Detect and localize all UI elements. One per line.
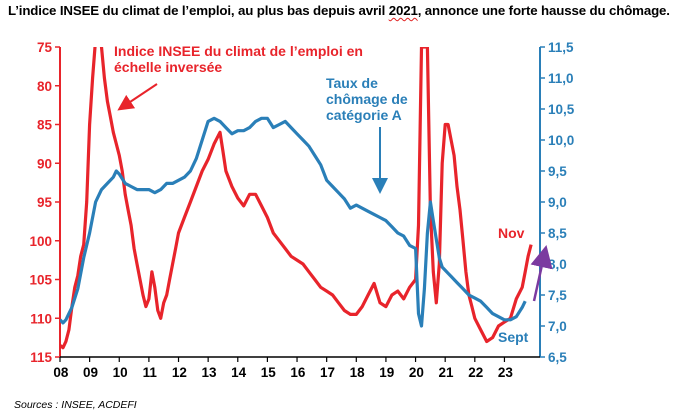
left-tick-label: 95 [37,195,53,210]
left-tick-label: 80 [37,79,52,94]
x-tick-label: 21 [439,365,455,380]
left-tick-label: 90 [37,156,52,171]
x-tick-label: 15 [261,365,277,380]
x-tick-label: 10 [113,365,128,380]
left-axis: 75 80 85 90 95 100 105 110 115 [29,40,61,365]
annotation-nov: Nov [498,225,525,241]
series-line-unemployment [60,116,527,328]
right-tick-label: 6,5 [548,350,567,365]
annotation-climate-line1: Indice INSEE du climat de l’emploi en [114,43,363,59]
x-tick-label: 22 [468,365,483,380]
x-tick-label: 19 [379,365,394,380]
series-line-climate [60,47,533,350]
annotation-arrow-climate [117,83,158,111]
x-tick-label: 11 [143,365,158,380]
chart-title: L’indice INSEE du climat de l’emploi, au… [8,3,670,18]
right-tick-label: 10,0 [548,133,574,148]
right-tick-label: 9,0 [548,195,567,210]
x-tick-label: 12 [172,365,187,380]
x-tick-label: 14 [231,365,247,380]
annotation-sept: Sept [498,329,529,345]
annotation-arrow-up [530,245,553,302]
x-axis: 08 09 10 11 12 13 14 15 16 17 18 19 20 21 22 23 [53,356,540,380]
right-tick-label: 7,0 [548,319,567,334]
left-tick-label: 100 [29,234,52,249]
x-tick-label: 17 [320,365,335,380]
x-tick-label: 23 [498,365,514,380]
x-tick-label: 16 [290,365,306,380]
left-tick-label: 85 [37,118,53,133]
annotation-climate-line2: échelle inversée [114,59,222,75]
right-tick-label: 11,5 [548,40,574,55]
x-tick-label: 13 [202,365,218,380]
x-tick-label: 09 [83,365,98,380]
right-tick-label: 8,0 [548,257,567,272]
source-note: Sources : INSEE, ACDEFI [14,399,137,411]
x-tick-label: 18 [350,365,366,380]
annotation-unemp-line2: chômage de [326,91,408,107]
left-tick-label: 115 [30,350,52,365]
annotation-unemp-line1: Taux de [326,75,378,91]
annotation-unemp-line3: catégorie A [326,107,402,123]
right-tick-label: 7,5 [548,288,567,303]
right-tick-label: 9,5 [548,164,567,179]
left-tick-label: 105 [29,273,52,288]
right-tick-label: 8,5 [548,226,567,241]
left-tick-label: 110 [30,311,52,326]
left-tick-label: 75 [37,40,53,55]
right-axis: 11,5 11,0 10,5 10,0 9,5 9,0 8,5 8,0 7,5 7,0 6,5 [539,40,575,365]
x-tick-label: 20 [409,365,424,380]
title-year: 2021 [388,3,418,18]
x-tick-label: 08 [53,365,69,380]
right-tick-label: 11,0 [548,71,574,86]
right-tick-label: 10,5 [548,102,575,117]
